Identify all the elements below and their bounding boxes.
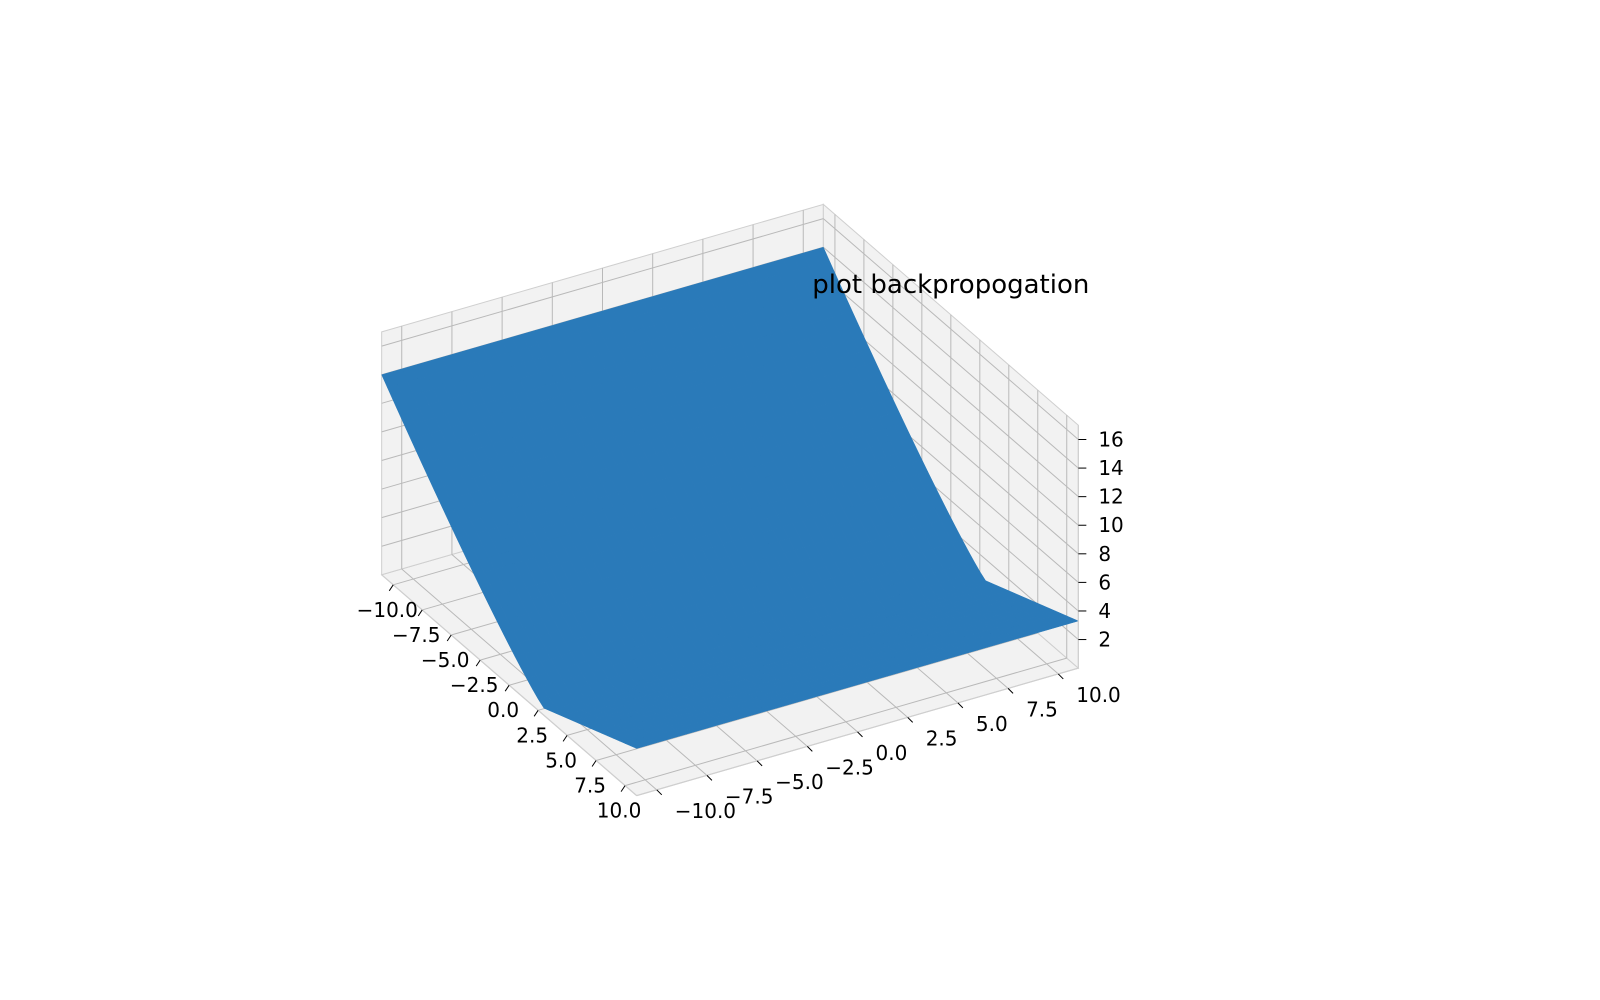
chart-3d-surface: −10.0−7.5−5.0−2.50.02.55.07.510.0−10.0−7… [0, 0, 1600, 1000]
y-tick-label: 7.5 [1026, 697, 1058, 721]
y-tick-label: −2.5 [825, 755, 874, 779]
z-tick-label: 10 [1098, 513, 1123, 537]
z-tick-label: 16 [1098, 427, 1123, 451]
x-tick-label: −7.5 [392, 623, 441, 647]
z-tick-label: 8 [1098, 542, 1111, 566]
chart-title: plot backpropogation [812, 270, 1089, 300]
z-tick-label: 2 [1098, 628, 1111, 652]
y-tick-label: 2.5 [926, 726, 958, 750]
y-tick-label: 10.0 [1076, 683, 1121, 707]
x-tick-label: 10.0 [597, 799, 642, 823]
z-tick-label: 14 [1098, 456, 1123, 480]
z-tick-label: 4 [1098, 599, 1111, 623]
y-tick-label: −5.0 [775, 770, 824, 794]
x-tick-label: 2.5 [516, 723, 548, 747]
title-group: plot backpropogation [812, 270, 1089, 300]
y-tick-label: 5.0 [976, 712, 1008, 736]
y-tick-label: −7.5 [725, 784, 774, 808]
chart-svg: −10.0−7.5−5.0−2.50.02.55.07.510.0−10.0−7… [0, 0, 1600, 1000]
x-tick-label: −10.0 [357, 598, 418, 622]
x-tick-label: 0.0 [487, 698, 519, 722]
z-tick-label: 6 [1098, 570, 1111, 594]
y-tick-label: 0.0 [876, 741, 908, 765]
x-tick-label: −2.5 [450, 673, 499, 697]
z-tick-label: 12 [1098, 485, 1123, 509]
x-tick-label: −5.0 [421, 648, 470, 672]
x-tick-label: 7.5 [574, 773, 606, 797]
x-tick-label: 5.0 [545, 748, 577, 772]
